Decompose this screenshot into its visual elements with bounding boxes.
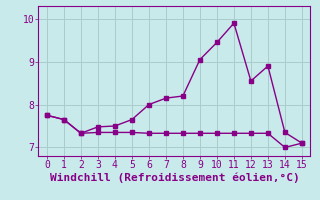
X-axis label: Windchill (Refroidissement éolien,°C): Windchill (Refroidissement éolien,°C) [50,173,299,183]
